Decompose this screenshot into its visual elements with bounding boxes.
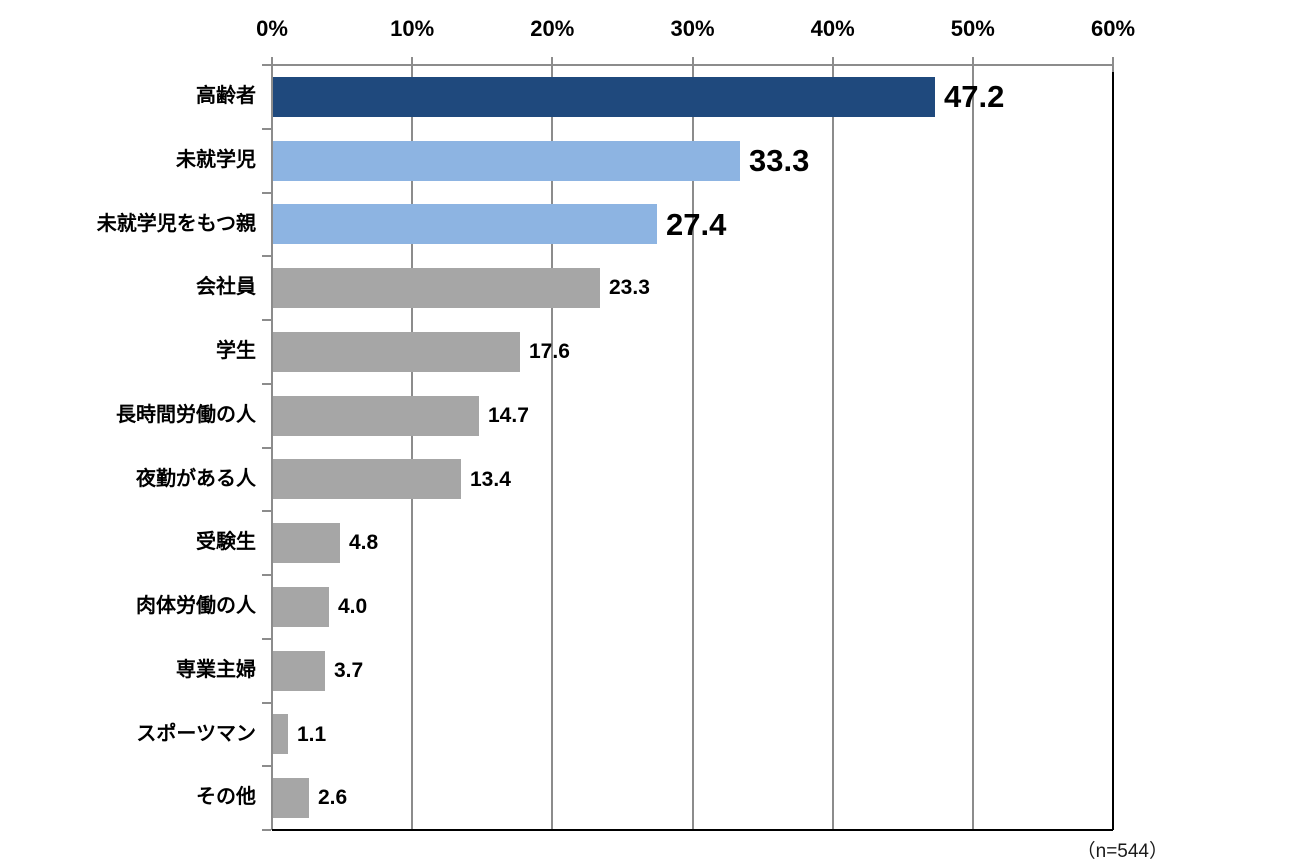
value-label: 3.7: [334, 658, 364, 682]
category-tick-mark: [262, 637, 271, 640]
x-axis-tick-label: 10%: [390, 16, 435, 41]
category-tick-mark: [262, 64, 271, 66]
category-tick-mark: [262, 191, 271, 194]
gridline: [831, 65, 834, 830]
x-axis-tick-mark: [1112, 57, 1114, 72]
x-axis-tick-mark: [831, 57, 834, 72]
bar: [273, 650, 325, 691]
value-label: 17.6: [529, 340, 570, 363]
value-label: 13.4: [470, 467, 511, 491]
category-label: 高齢者: [196, 85, 256, 107]
bar: [273, 76, 935, 117]
category-label: 専業主婦: [176, 658, 256, 681]
x-axis-tick-label: 40%: [810, 16, 855, 41]
category-tick-mark: [262, 382, 271, 385]
gridline: [411, 65, 414, 830]
gridline: [551, 65, 554, 830]
sample-size-note: （n=544）: [1076, 841, 1168, 862]
bar: [273, 331, 520, 372]
x-axis-tick-label: 60%: [1090, 16, 1136, 41]
x-axis-tick-mark: [411, 57, 414, 72]
gridline: [691, 65, 694, 830]
category-label: 未就学児: [176, 148, 256, 171]
bar: [273, 395, 479, 436]
category-tick-mark: [262, 829, 271, 831]
value-label: 47.2: [944, 79, 1005, 114]
x-axis-tick-mark: [551, 57, 554, 72]
bar: [273, 268, 600, 309]
category-label: 肉体労働の人: [136, 595, 256, 617]
category-tick-mark: [262, 765, 271, 768]
category-label: 長時間労働の人: [116, 403, 256, 426]
value-label: 33.3: [749, 142, 810, 178]
value-label: 1.1: [297, 722, 327, 746]
value-label: 14.7: [488, 403, 529, 427]
bar: [273, 140, 740, 181]
category-tick-mark: [262, 446, 271, 449]
category-tick-mark: [262, 510, 271, 513]
value-label: 23.3: [609, 276, 650, 300]
category-label: スポーツマン: [136, 722, 256, 745]
x-axis-tick-mark: [691, 57, 694, 72]
category-tick-mark: [262, 574, 271, 576]
gridline: [971, 65, 974, 830]
value-label: 4.0: [338, 595, 368, 618]
value-label: 2.6: [318, 786, 348, 810]
value-label: 27.4: [666, 206, 727, 242]
category-tick-mark: [262, 701, 271, 704]
bar: [273, 459, 461, 500]
category-label: その他: [196, 786, 256, 809]
x-axis-tick-label: 0%: [256, 16, 288, 41]
category-tick-mark: [262, 255, 271, 258]
category-label: 夜勤がある人: [136, 467, 256, 490]
value-label: 4.8: [349, 531, 379, 555]
bar: [273, 523, 340, 564]
category-tick-mark: [262, 319, 271, 321]
bar: [273, 714, 288, 755]
x-axis-tick-label: 30%: [670, 16, 715, 41]
x-axis-tick-label: 50%: [950, 16, 995, 41]
plot-border-right: [1112, 57, 1114, 830]
x-axis-tick-mark: [971, 57, 974, 72]
category-label: 未就学児をもつ親: [96, 212, 256, 235]
bar: [273, 586, 329, 627]
bar: [273, 778, 309, 819]
x-axis-tick-mark: [271, 57, 273, 72]
category-label: 会社員: [196, 276, 256, 299]
x-axis-tick-label: 20%: [530, 16, 575, 41]
category-label: 学生: [216, 340, 256, 362]
category-label: 受験生: [196, 531, 256, 554]
y-axis-line: [271, 65, 273, 830]
plot-border-bottom: [272, 829, 1113, 831]
bar: [273, 204, 657, 245]
category-tick-mark: [262, 127, 271, 130]
